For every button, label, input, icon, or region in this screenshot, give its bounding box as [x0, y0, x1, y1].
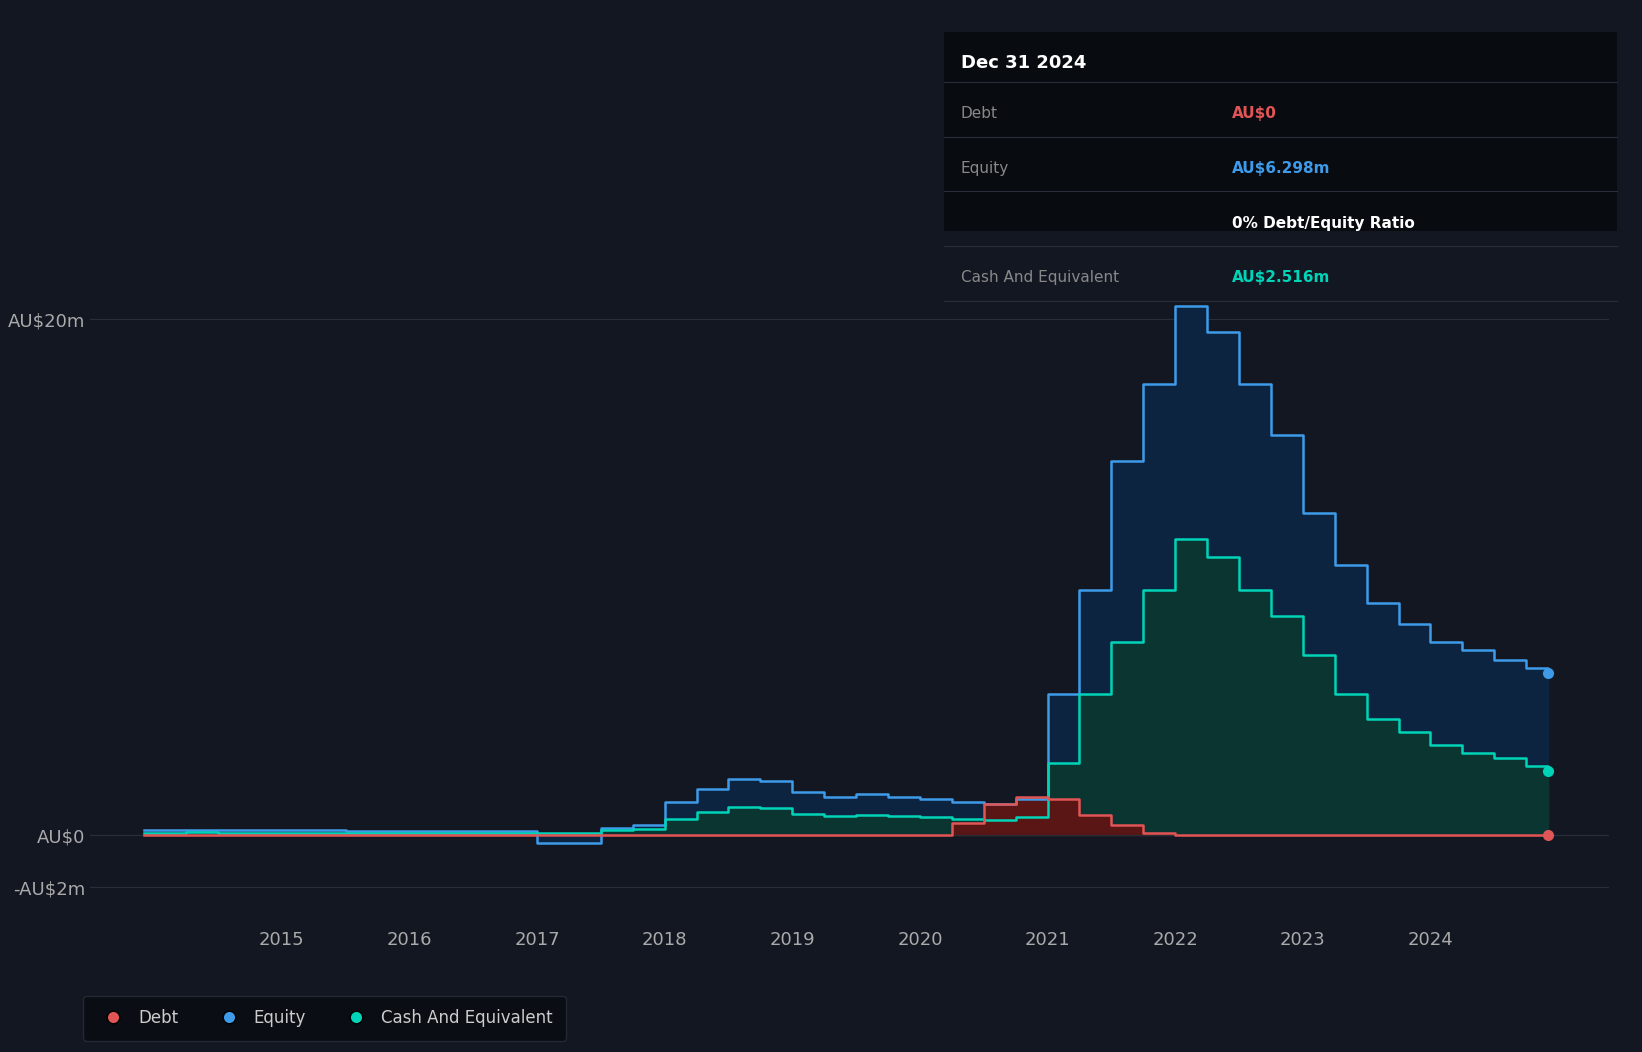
Text: Equity: Equity: [961, 161, 1008, 176]
Text: AU$2.516m: AU$2.516m: [1232, 270, 1330, 285]
Text: AU$6.298m: AU$6.298m: [1232, 161, 1330, 176]
Legend: Debt, Equity, Cash And Equivalent: Debt, Equity, Cash And Equivalent: [84, 996, 566, 1040]
Text: Dec 31 2024: Dec 31 2024: [961, 54, 1085, 73]
Text: 0% Debt/Equity Ratio: 0% Debt/Equity Ratio: [1232, 216, 1414, 230]
Text: Cash And Equivalent: Cash And Equivalent: [961, 270, 1118, 285]
Text: Debt: Debt: [961, 106, 998, 121]
Text: AU$0: AU$0: [1232, 106, 1276, 121]
